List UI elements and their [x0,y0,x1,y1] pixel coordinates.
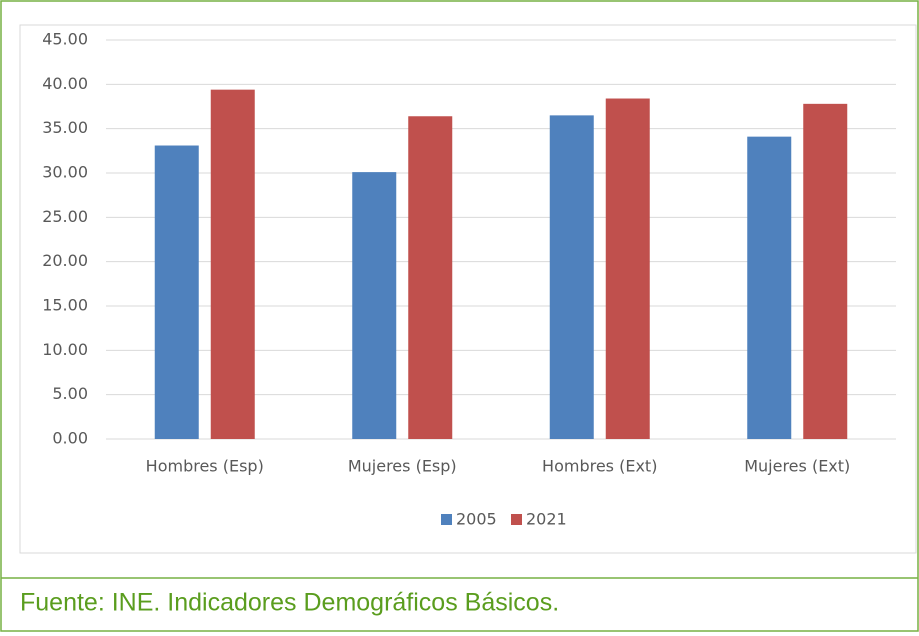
legend-swatch [441,514,452,525]
y-tick-label: 40.00 [42,74,88,93]
bar [803,103,848,439]
legend-swatch [511,514,522,525]
bar [210,89,255,440]
legend-label: 2021 [526,510,567,529]
y-tick-label: 25.00 [42,207,88,226]
y-tick-label: 20.00 [42,251,88,270]
bar [605,98,650,440]
bar [747,136,792,439]
y-tick-label: 10.00 [42,340,88,359]
y-tick-label: 45.00 [42,30,88,49]
x-tick-label: Mujeres (Ext) [744,457,850,476]
x-tick-label: Hombres (Ext) [542,457,657,476]
bar [154,145,199,439]
legend-label: 2005 [456,510,497,529]
bar [408,116,453,440]
bar [549,115,594,439]
y-tick-label: 15.00 [42,296,88,315]
x-tick-label: Mujeres (Esp) [348,457,457,476]
bar [352,172,397,439]
caption: Fuente: INE. Indicadores Demográficos Bá… [20,589,559,617]
x-tick-label: Hombres (Esp) [146,457,264,476]
y-tick-label: 0.00 [52,429,88,448]
y-tick-label: 5.00 [52,384,88,403]
y-tick-label: 30.00 [42,163,88,182]
y-tick-label: 35.00 [42,118,88,137]
